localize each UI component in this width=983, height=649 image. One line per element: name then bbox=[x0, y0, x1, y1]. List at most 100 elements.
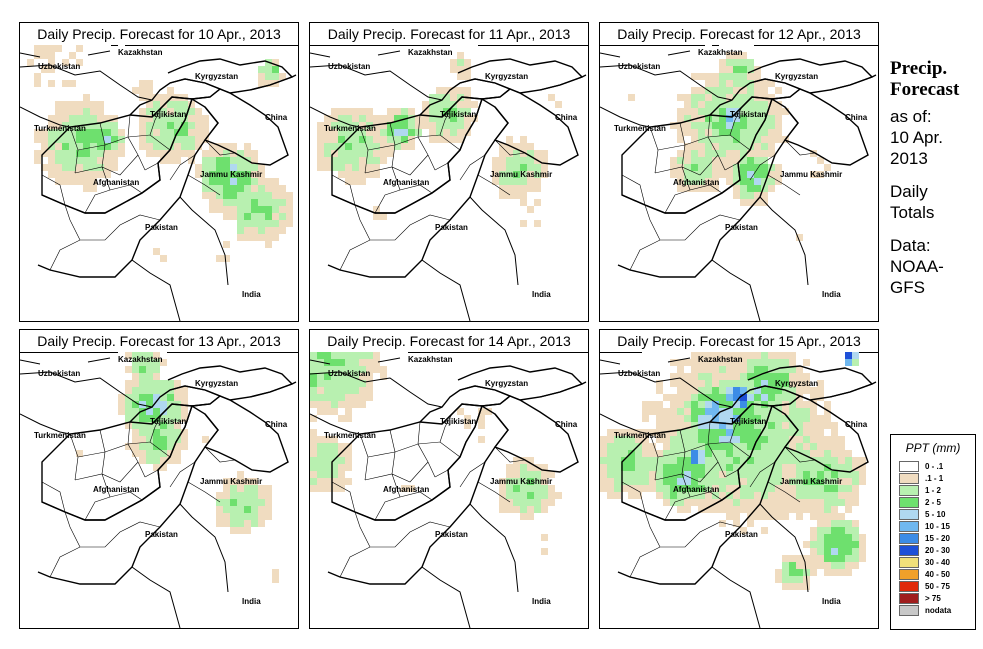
precip-cell bbox=[705, 422, 712, 429]
precip-cell bbox=[761, 115, 768, 122]
precip-cell bbox=[160, 408, 167, 415]
precip-cell bbox=[310, 136, 317, 143]
precip-cell bbox=[513, 429, 520, 436]
precip-cell bbox=[628, 478, 635, 485]
precip-cell bbox=[677, 492, 684, 499]
precip-cell bbox=[684, 80, 691, 87]
precip-cell bbox=[852, 394, 859, 401]
precip-cell bbox=[457, 122, 464, 129]
precip-cell bbox=[366, 366, 373, 373]
precip-cell bbox=[237, 527, 244, 534]
precip-cell bbox=[548, 227, 555, 234]
precip-cell bbox=[195, 171, 202, 178]
precip-cell bbox=[139, 436, 146, 443]
precip-cell bbox=[719, 352, 726, 359]
precip-cell bbox=[373, 129, 380, 136]
precip-cell bbox=[541, 471, 548, 478]
precip-cell bbox=[527, 534, 534, 541]
precip-cell bbox=[230, 206, 237, 213]
precip-cell bbox=[740, 380, 747, 387]
precip-cell bbox=[705, 457, 712, 464]
precip-cell bbox=[649, 506, 656, 513]
precip-cell bbox=[237, 485, 244, 492]
precip-cell bbox=[747, 436, 754, 443]
precip-cell bbox=[789, 394, 796, 401]
precip-cell bbox=[380, 408, 387, 415]
precip-cell bbox=[520, 520, 527, 527]
precip-cell bbox=[789, 401, 796, 408]
precip-cell bbox=[272, 241, 279, 248]
precip-cell bbox=[747, 394, 754, 401]
precip-cell bbox=[272, 192, 279, 199]
precip-cell bbox=[153, 408, 160, 415]
precip-cell bbox=[677, 192, 684, 199]
precip-cell bbox=[352, 359, 359, 366]
precip-cell bbox=[712, 164, 719, 171]
precip-cell bbox=[27, 122, 34, 129]
precip-cell bbox=[555, 192, 562, 199]
precip-cell bbox=[649, 499, 656, 506]
precip-cell bbox=[838, 562, 845, 569]
precip-cell bbox=[41, 150, 48, 157]
precip-cell bbox=[139, 387, 146, 394]
precip-cell bbox=[754, 150, 761, 157]
precip-cell bbox=[796, 555, 803, 562]
precip-cell bbox=[422, 87, 429, 94]
precip-cell bbox=[845, 171, 852, 178]
precip-cell bbox=[209, 227, 216, 234]
precip-cell bbox=[167, 241, 174, 248]
precip-cell bbox=[27, 136, 34, 143]
precip-cell bbox=[642, 401, 649, 408]
precip-cell bbox=[649, 443, 656, 450]
precip-cell bbox=[719, 485, 726, 492]
precip-cell bbox=[62, 443, 69, 450]
precip-cell bbox=[635, 485, 642, 492]
precip-cell bbox=[824, 129, 831, 136]
precip-cell bbox=[663, 359, 670, 366]
precip-cell bbox=[782, 576, 789, 583]
precip-cell bbox=[373, 101, 380, 108]
precip-cell bbox=[69, 443, 76, 450]
precip-cell bbox=[534, 492, 541, 499]
precip-cell bbox=[132, 408, 139, 415]
precip-cell bbox=[789, 136, 796, 143]
precip-cell bbox=[286, 178, 293, 185]
precip-cell bbox=[733, 164, 740, 171]
precip-cell bbox=[209, 520, 216, 527]
precip-cell bbox=[656, 415, 663, 422]
precip-cell bbox=[436, 108, 443, 115]
precip-cell bbox=[97, 143, 104, 150]
precip-cell bbox=[394, 108, 401, 115]
precip-cell bbox=[359, 415, 366, 422]
precip-cell bbox=[810, 534, 817, 541]
precip-cell bbox=[845, 478, 852, 485]
precip-cell bbox=[429, 429, 436, 436]
precip-cell bbox=[153, 108, 160, 115]
precip-cell bbox=[520, 136, 527, 143]
precip-cell bbox=[831, 548, 838, 555]
precip-cell bbox=[803, 178, 810, 185]
legend-label: 40 - 50 bbox=[925, 569, 950, 579]
precip-cell bbox=[146, 373, 153, 380]
precip-cell bbox=[733, 185, 740, 192]
precip-cell bbox=[97, 73, 104, 80]
precip-cell bbox=[712, 394, 719, 401]
precip-cell bbox=[34, 136, 41, 143]
precip-cell bbox=[359, 150, 366, 157]
label-uzbekistan: Uzbekistan bbox=[618, 62, 660, 71]
precip-cell bbox=[492, 478, 499, 485]
precip-cell bbox=[394, 352, 401, 359]
precip-cell bbox=[352, 436, 359, 443]
precip-cell bbox=[513, 450, 520, 457]
precip-cell bbox=[97, 192, 104, 199]
precip-cell bbox=[719, 171, 726, 178]
precip-cell bbox=[104, 401, 111, 408]
precip-cell bbox=[555, 534, 562, 541]
precip-cell bbox=[705, 94, 712, 101]
precip-cell bbox=[817, 499, 824, 506]
precip-cell bbox=[506, 415, 513, 422]
precip-cell bbox=[761, 422, 768, 429]
precip-cell bbox=[747, 422, 754, 429]
precip-cell bbox=[520, 227, 527, 234]
precip-cell bbox=[803, 499, 810, 506]
